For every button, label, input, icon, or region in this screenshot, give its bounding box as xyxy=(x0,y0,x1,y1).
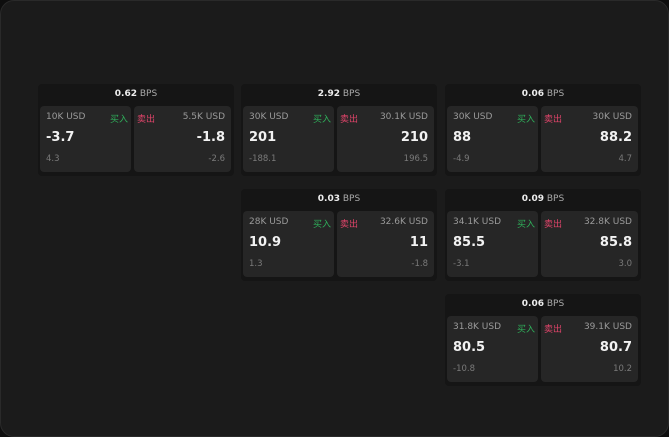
quote-widget: 0.09 BPS 34.1K USD 买入 85.5 -3.1 卖出 32.8K… xyxy=(445,189,641,281)
buy-change: -188.1 xyxy=(249,154,277,164)
sell-label: 卖出 xyxy=(137,115,156,125)
spread-unit: BPS xyxy=(342,194,361,204)
quote-widget: 0.06 BPS 30K USD 买入 88 -4.9 卖出 30K USD 8… xyxy=(445,84,641,176)
quote-widget: 2.92 BPS 30K USD 买入 201 -188.1 卖出 30.1K … xyxy=(241,84,437,176)
buy-panel[interactable]: 30K USD 买入 201 -188.1 xyxy=(243,106,334,172)
buy-price: 88 xyxy=(453,130,472,145)
spread-unit: BPS xyxy=(546,89,565,99)
sell-change: -2.6 xyxy=(208,154,225,164)
buy-label: 买入 xyxy=(516,325,535,335)
sell-size: 30K USD xyxy=(592,112,632,122)
spread-header: 0.06 BPS xyxy=(445,84,641,105)
buy-price: 201 xyxy=(249,130,277,145)
buy-change: -10.8 xyxy=(453,364,475,374)
buy-label: 买入 xyxy=(312,220,331,230)
sell-change: 3.0 xyxy=(618,259,632,269)
buy-panel[interactable]: 31.8K USD 买入 80.5 -10.8 xyxy=(447,316,538,382)
sell-label: 卖出 xyxy=(340,220,359,230)
buy-size: 34.1K USD xyxy=(453,217,502,227)
sell-panel[interactable]: 卖出 32.8K USD 85.8 3.0 xyxy=(541,211,638,277)
sell-price: 88.2 xyxy=(599,130,632,145)
buy-label: 买入 xyxy=(109,115,128,125)
sell-panel[interactable]: 卖出 32.6K USD 11 -1.8 xyxy=(337,211,434,277)
buy-panel[interactable]: 30K USD 买入 88 -4.9 xyxy=(447,106,538,172)
sell-panel[interactable]: 卖出 30K USD 88.2 4.7 xyxy=(541,106,638,172)
buy-size: 10K USD xyxy=(46,112,86,122)
sell-price: -1.8 xyxy=(196,130,225,145)
sell-change: -1.8 xyxy=(411,259,428,269)
buy-change: -3.1 xyxy=(453,259,470,269)
buy-price: -3.7 xyxy=(46,130,75,145)
buy-label: 买入 xyxy=(516,115,535,125)
sell-price: 85.8 xyxy=(599,235,632,250)
sell-label: 卖出 xyxy=(544,115,563,125)
buy-label: 买入 xyxy=(516,220,535,230)
sell-price: 11 xyxy=(409,235,428,250)
buy-size: 30K USD xyxy=(249,112,289,122)
quote-widget: 0.62 BPS 10K USD 买入 -3.7 4.3 卖出 5.5K USD… xyxy=(38,84,234,176)
sell-size: 30.1K USD xyxy=(379,112,428,122)
spread-value: 0.03 xyxy=(317,194,340,204)
sell-price: 210 xyxy=(400,130,428,145)
spread-header: 0.09 BPS xyxy=(445,189,641,210)
sell-label: 卖出 xyxy=(544,325,563,335)
sell-size: 39.1K USD xyxy=(583,322,632,332)
buy-size: 28K USD xyxy=(249,217,289,227)
buy-price: 10.9 xyxy=(249,235,282,250)
sell-change: 4.7 xyxy=(618,154,632,164)
buy-size: 30K USD xyxy=(453,112,493,122)
buy-panel[interactable]: 34.1K USD 买入 85.5 -3.1 xyxy=(447,211,538,277)
buy-panel[interactable]: 10K USD 买入 -3.7 4.3 xyxy=(40,106,131,172)
buy-panel[interactable]: 28K USD 买入 10.9 1.3 xyxy=(243,211,334,277)
buy-price: 85.5 xyxy=(453,235,486,250)
sell-price: 80.7 xyxy=(599,340,632,355)
spread-unit: BPS xyxy=(546,194,565,204)
sell-size: 32.8K USD xyxy=(583,217,632,227)
buy-size: 31.8K USD xyxy=(453,322,502,332)
spread-unit: BPS xyxy=(139,89,158,99)
sell-label: 卖出 xyxy=(340,115,359,125)
sell-change: 196.5 xyxy=(403,154,428,164)
sell-panel[interactable]: 卖出 30.1K USD 210 196.5 xyxy=(337,106,434,172)
spread-unit: BPS xyxy=(342,89,361,99)
spread-value: 0.62 xyxy=(114,89,137,99)
spread-header: 0.03 BPS xyxy=(241,189,437,210)
buy-price: 80.5 xyxy=(453,340,486,355)
sell-size: 32.6K USD xyxy=(379,217,428,227)
spread-unit: BPS xyxy=(546,299,565,309)
sell-panel[interactable]: 卖出 5.5K USD -1.8 -2.6 xyxy=(134,106,231,172)
quote-widget: 0.03 BPS 28K USD 买入 10.9 1.3 卖出 32.6K US… xyxy=(241,189,437,281)
spread-value: 0.06 xyxy=(521,89,544,99)
buy-change: 1.3 xyxy=(249,259,263,269)
buy-change: -4.9 xyxy=(453,154,470,164)
sell-change: 10.2 xyxy=(613,364,632,374)
spread-header: 2.92 BPS xyxy=(241,84,437,105)
spread-value: 0.09 xyxy=(521,194,544,204)
sell-label: 卖出 xyxy=(544,220,563,230)
spread-value: 0.06 xyxy=(521,299,544,309)
quote-widget: 0.06 BPS 31.8K USD 买入 80.5 -10.8 卖出 39.1… xyxy=(445,294,641,386)
spread-header: 0.06 BPS xyxy=(445,294,641,315)
spread-header: 0.62 BPS xyxy=(38,84,234,105)
buy-change: 4.3 xyxy=(46,154,60,164)
sell-panel[interactable]: 卖出 39.1K USD 80.7 10.2 xyxy=(541,316,638,382)
spread-value: 2.92 xyxy=(317,89,340,99)
buy-label: 买入 xyxy=(312,115,331,125)
sell-size: 5.5K USD xyxy=(182,112,225,122)
